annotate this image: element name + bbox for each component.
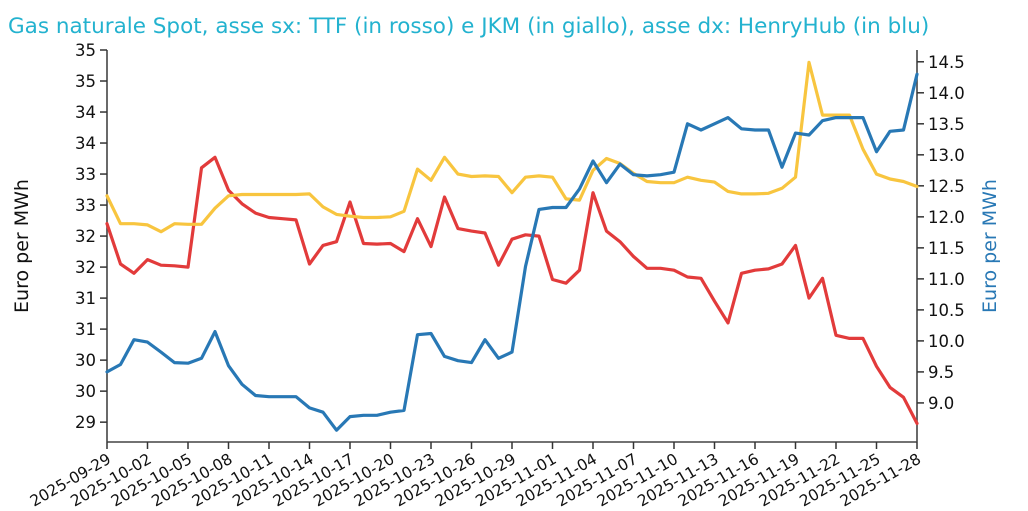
y-tick-label-left: 33: [75, 165, 96, 184]
y-tick-label-left: 34: [75, 103, 96, 122]
y-tick-label-left: 32: [75, 258, 96, 277]
y-tick-label-left: 33: [75, 196, 96, 215]
y-tick-label-left: 31: [75, 289, 96, 308]
y-tick-label-right: 13.0: [928, 146, 965, 165]
y-tick-label-left: 35: [75, 72, 96, 91]
y-tick-label-right: 14.0: [928, 84, 965, 103]
y-tick-label-right: 11.5: [928, 239, 965, 258]
y-tick-label-left: 30: [75, 382, 96, 401]
y-tick-label-right: 12.0: [928, 208, 965, 227]
y-tick-label-right: 13.5: [928, 115, 965, 134]
y-tick-label-left: 31: [75, 320, 96, 339]
y-tick-label-right: 10.5: [928, 301, 965, 320]
y-tick-label-left: 34: [75, 134, 96, 153]
line-jkm: [105, 60, 919, 234]
y-tick-label-left: 29: [75, 413, 96, 432]
y-tick-label-right: 12.5: [928, 177, 965, 196]
line-henryhub: [105, 72, 919, 432]
y-tick-label-left: 35: [75, 41, 96, 60]
y-tick-label-right: 14.5: [928, 53, 965, 72]
y-tick-label-right: 9.5: [928, 363, 954, 382]
y-tick-label-left: 32: [75, 227, 96, 246]
y-tick-label-right: 10.0: [928, 332, 965, 351]
line-ttf: [105, 155, 919, 425]
y-tick-label-right: 9.0: [928, 394, 954, 413]
chart-title: Gas naturale Spot, asse sx: TTF (in ross…: [8, 14, 930, 39]
y-tick-label-right: 11.0: [928, 270, 965, 289]
y-tick-label-left: 30: [75, 351, 96, 370]
